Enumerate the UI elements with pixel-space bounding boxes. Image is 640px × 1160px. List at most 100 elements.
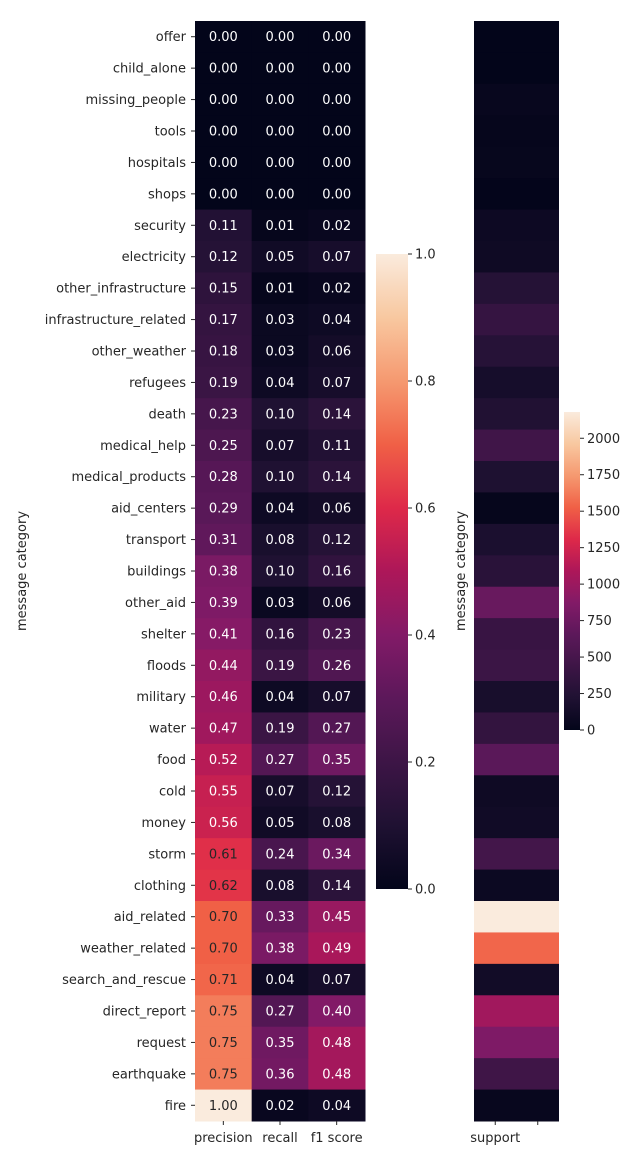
cell-value-label: 0.04 xyxy=(266,502,295,517)
cell-value-label: 0.19 xyxy=(266,659,295,674)
cell-value-label: 0.15 xyxy=(209,282,238,297)
colorbar-gradient xyxy=(564,412,580,730)
cell-value-label: 0.07 xyxy=(322,250,351,265)
row-label: offer xyxy=(156,30,187,45)
row-label: transport xyxy=(126,533,186,548)
heatmap-cell xyxy=(308,178,366,211)
heatmap-cell xyxy=(474,586,559,619)
row-label: weather_related xyxy=(80,942,186,957)
heatmap-cell xyxy=(474,963,559,996)
row-label: shops xyxy=(148,187,186,202)
heatmap-cell xyxy=(474,712,559,745)
heatmap-cell xyxy=(474,178,559,211)
heatmap-cell xyxy=(308,429,366,462)
cell-value-label: 0.17 xyxy=(209,313,238,328)
heatmap-cell xyxy=(474,115,559,148)
heatmap-cell xyxy=(195,115,253,148)
heatmap-cell xyxy=(251,1058,309,1091)
heatmap-cell xyxy=(251,21,309,53)
heatmap-cell xyxy=(308,743,366,776)
heatmap-cell xyxy=(195,178,253,211)
heatmap-cell xyxy=(251,52,309,85)
heatmap-cell xyxy=(308,555,366,588)
heatmap-cell xyxy=(474,681,559,713)
heatmap-cell xyxy=(195,932,253,965)
colorbar-tick-label: 1250 xyxy=(587,541,620,556)
cell-value-label: 0.11 xyxy=(209,219,238,234)
cell-value-label: 0.38 xyxy=(266,942,295,957)
row-label: floods xyxy=(147,659,186,674)
cell-value-label: 0.00 xyxy=(266,93,295,108)
heatmap-cell xyxy=(474,52,559,85)
cell-value-label: 0.75 xyxy=(209,1036,238,1051)
heatmap-cell xyxy=(195,1089,253,1122)
row-label: earthquake xyxy=(112,1067,186,1082)
cell-value-label: 0.23 xyxy=(322,627,351,642)
heatmap-cell xyxy=(474,146,559,179)
cell-value-label: 0.18 xyxy=(209,345,238,360)
support-colorbar: 0 250 500 750 1000 1250 1500 1750 2000 xyxy=(564,412,620,739)
heatmap-cell xyxy=(474,932,559,965)
heatmap-cell xyxy=(308,83,366,116)
heatmap-cell xyxy=(474,461,559,493)
heatmap-cell xyxy=(474,995,559,1028)
cell-value-label: 0.05 xyxy=(266,816,295,831)
cell-value-label: 0.00 xyxy=(266,187,295,202)
cell-value-label: 0.45 xyxy=(322,910,351,925)
heatmap-cell xyxy=(251,649,309,682)
heatmap-cell xyxy=(474,1058,559,1091)
cell-value-label: 0.07 xyxy=(322,690,351,705)
cell-value-label: 0.04 xyxy=(266,690,295,705)
heatmap-cell xyxy=(474,775,559,808)
cell-value-label: 0.14 xyxy=(322,407,351,422)
cell-value-label: 0.00 xyxy=(266,62,295,77)
heatmap-cell xyxy=(195,963,253,996)
cell-value-label: 0.06 xyxy=(322,502,351,517)
heatmap-cell xyxy=(474,21,559,53)
heatmap-cell xyxy=(251,712,309,745)
colorbar-tick-label: 0.2 xyxy=(415,756,436,771)
cell-value-label: 0.29 xyxy=(209,502,238,517)
cell-value-label: 0.01 xyxy=(266,282,295,297)
heatmap-cell xyxy=(251,366,309,399)
heatmap-cell xyxy=(195,712,253,745)
heatmap-cell xyxy=(251,1089,309,1122)
column-label: precision xyxy=(194,1131,253,1146)
heatmap-cell xyxy=(251,115,309,148)
heatmap-cell xyxy=(251,618,309,651)
heatmap-cell xyxy=(251,429,309,462)
heatmap-cell xyxy=(308,838,366,871)
heatmap-cell xyxy=(308,146,366,179)
row-label: other_infrastructure xyxy=(56,282,186,297)
row-label: child_alone xyxy=(113,62,186,77)
heatmap-cell xyxy=(195,146,253,179)
cell-value-label: 0.08 xyxy=(266,533,295,548)
cell-value-label: 0.00 xyxy=(209,30,238,45)
cell-value-label: 0.00 xyxy=(266,156,295,171)
heatmap-cell xyxy=(251,523,309,556)
colorbar-tick-label: 500 xyxy=(587,651,612,666)
cell-value-label: 0.75 xyxy=(209,1067,238,1082)
cell-value-label: 0.71 xyxy=(209,973,238,988)
heatmap-cell xyxy=(195,681,253,713)
heatmap-cell xyxy=(308,586,366,619)
row-label: search_and_rescue xyxy=(62,973,186,988)
cell-value-label: 0.10 xyxy=(266,407,295,422)
metrics-heatmap-column-labels: precision recall f1 score xyxy=(194,1121,363,1146)
heatmap-cell xyxy=(195,649,253,682)
heatmap-cell xyxy=(308,52,366,85)
heatmap-cell xyxy=(308,272,366,305)
heatmap-cell xyxy=(308,995,366,1028)
row-label: storm xyxy=(148,847,186,862)
colorbar-tick-label: 0.0 xyxy=(415,883,436,898)
heatmap-cell xyxy=(308,335,366,368)
heatmap-cell xyxy=(474,869,559,902)
heatmap-cell xyxy=(195,618,253,651)
metrics-colorbar: 0.0 0.2 0.4 0.6 0.8 1.0 xyxy=(376,248,436,898)
heatmap-cell xyxy=(195,52,253,85)
colorbar-tick-label: 0.4 xyxy=(415,629,436,644)
heatmap-cell xyxy=(251,995,309,1028)
row-label: security xyxy=(134,219,186,234)
heatmap-cell xyxy=(195,775,253,808)
